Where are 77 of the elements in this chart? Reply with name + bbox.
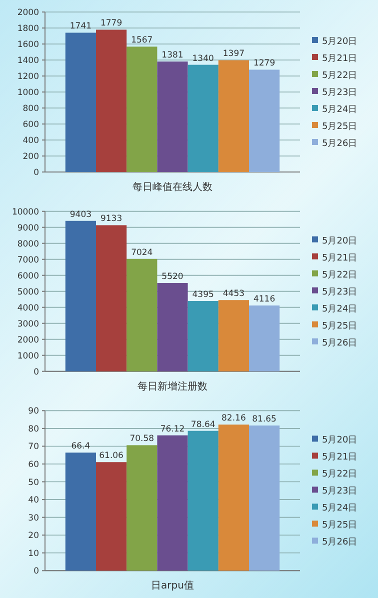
legend-label: 5月23日: [322, 486, 358, 497]
data-label: 1779: [100, 18, 122, 29]
y-tick-label: 50: [28, 478, 39, 488]
y-tick-label: 10000: [12, 207, 39, 218]
y-tick-label: 200: [22, 152, 39, 162]
y-tick-label: 1000: [17, 351, 39, 362]
y-tick-label: 0: [34, 566, 39, 577]
y-tick-label: 20: [28, 531, 39, 542]
data-label: 66.4: [71, 442, 90, 452]
legend-label: 5月20日: [322, 37, 358, 47]
y-tick-label: 80: [28, 424, 39, 434]
y-tick-label: 1000: [17, 88, 39, 98]
y-tick-label: 3000: [17, 319, 39, 330]
y-tick-label: 5000: [17, 287, 39, 298]
data-label: 78.64: [190, 420, 216, 430]
data-label: 82.16: [222, 414, 246, 424]
data-label: 1567: [131, 36, 153, 46]
data-label: 76.12: [160, 424, 185, 434]
data-label: 61.06: [99, 451, 124, 462]
legend-label: 5月21日: [322, 253, 358, 264]
data-label: 1397: [222, 49, 245, 60]
legend-label: 5月21日: [322, 54, 358, 64]
y-tick-label: 7000: [17, 255, 39, 266]
legend-label: 5月24日: [322, 105, 358, 115]
y-tick-label: 10: [28, 548, 39, 559]
y-tick-label: 1800: [17, 24, 39, 34]
y-tick-label: 400: [22, 136, 39, 146]
data-label: 4116: [253, 294, 276, 304]
data-label: 7024: [131, 248, 153, 258]
legend-label: 5月24日: [322, 304, 358, 314]
y-tick-label: 9000: [17, 223, 39, 234]
legend-label: 5月26日: [322, 139, 358, 149]
y-tick-label: 600: [22, 120, 39, 130]
y-tick-label: 0: [34, 168, 39, 178]
y-tick-label: 70: [28, 442, 39, 452]
legend-label: 5月20日: [322, 436, 358, 446]
data-label: 9403: [70, 210, 92, 220]
legend-label: 5月25日: [322, 321, 358, 332]
data-label: 81.65: [252, 414, 276, 425]
y-tick-label: 2000: [17, 335, 39, 346]
data-label: 1340: [192, 54, 214, 64]
y-tick-label: 8000: [17, 239, 39, 250]
data-label: 1741: [70, 22, 92, 32]
y-tick-label: 0: [34, 367, 39, 378]
legend-label: 5月22日: [322, 71, 358, 81]
x-axis-title: 每日峰值在线人数: [132, 181, 212, 193]
legend-label: 5月25日: [322, 520, 358, 531]
data-label: 1381: [162, 50, 184, 61]
y-tick-label: 40: [28, 496, 39, 506]
legend-label: 5月22日: [322, 270, 358, 280]
legend-label: 5月21日: [322, 452, 358, 463]
y-tick-label: 2000: [17, 8, 39, 18]
data-label: 4453: [222, 289, 245, 300]
x-axis-title: 日arpu值: [151, 580, 194, 592]
legend-label: 5月22日: [322, 470, 358, 480]
legend-label: 5月20日: [322, 236, 358, 246]
y-tick-label: 60: [28, 460, 39, 470]
data-label: 4395: [192, 290, 214, 300]
data-label: 70.58: [130, 434, 154, 444]
legend-label: 5月25日: [322, 122, 358, 132]
y-tick-label: 90: [28, 406, 39, 417]
y-tick-label: 800: [22, 104, 39, 114]
x-axis-title: 每日新增注册数: [138, 380, 208, 392]
y-tick-label: 30: [28, 513, 39, 524]
data-label: 1279: [253, 58, 276, 69]
y-tick-label: 1600: [17, 40, 39, 50]
legend-label: 5月23日: [322, 287, 358, 298]
y-tick-label: 4000: [17, 303, 39, 314]
y-tick-label: 6000: [17, 271, 39, 282]
legend-label: 5月24日: [322, 504, 358, 514]
legend-label: 5月23日: [322, 88, 358, 98]
legend-label: 5月26日: [322, 538, 358, 548]
y-tick-label: 1400: [17, 56, 39, 66]
y-tick-label: 1200: [17, 72, 39, 82]
data-label: 5520: [162, 272, 184, 282]
legend-label: 5月26日: [322, 338, 358, 348]
data-label: 9133: [100, 214, 122, 224]
